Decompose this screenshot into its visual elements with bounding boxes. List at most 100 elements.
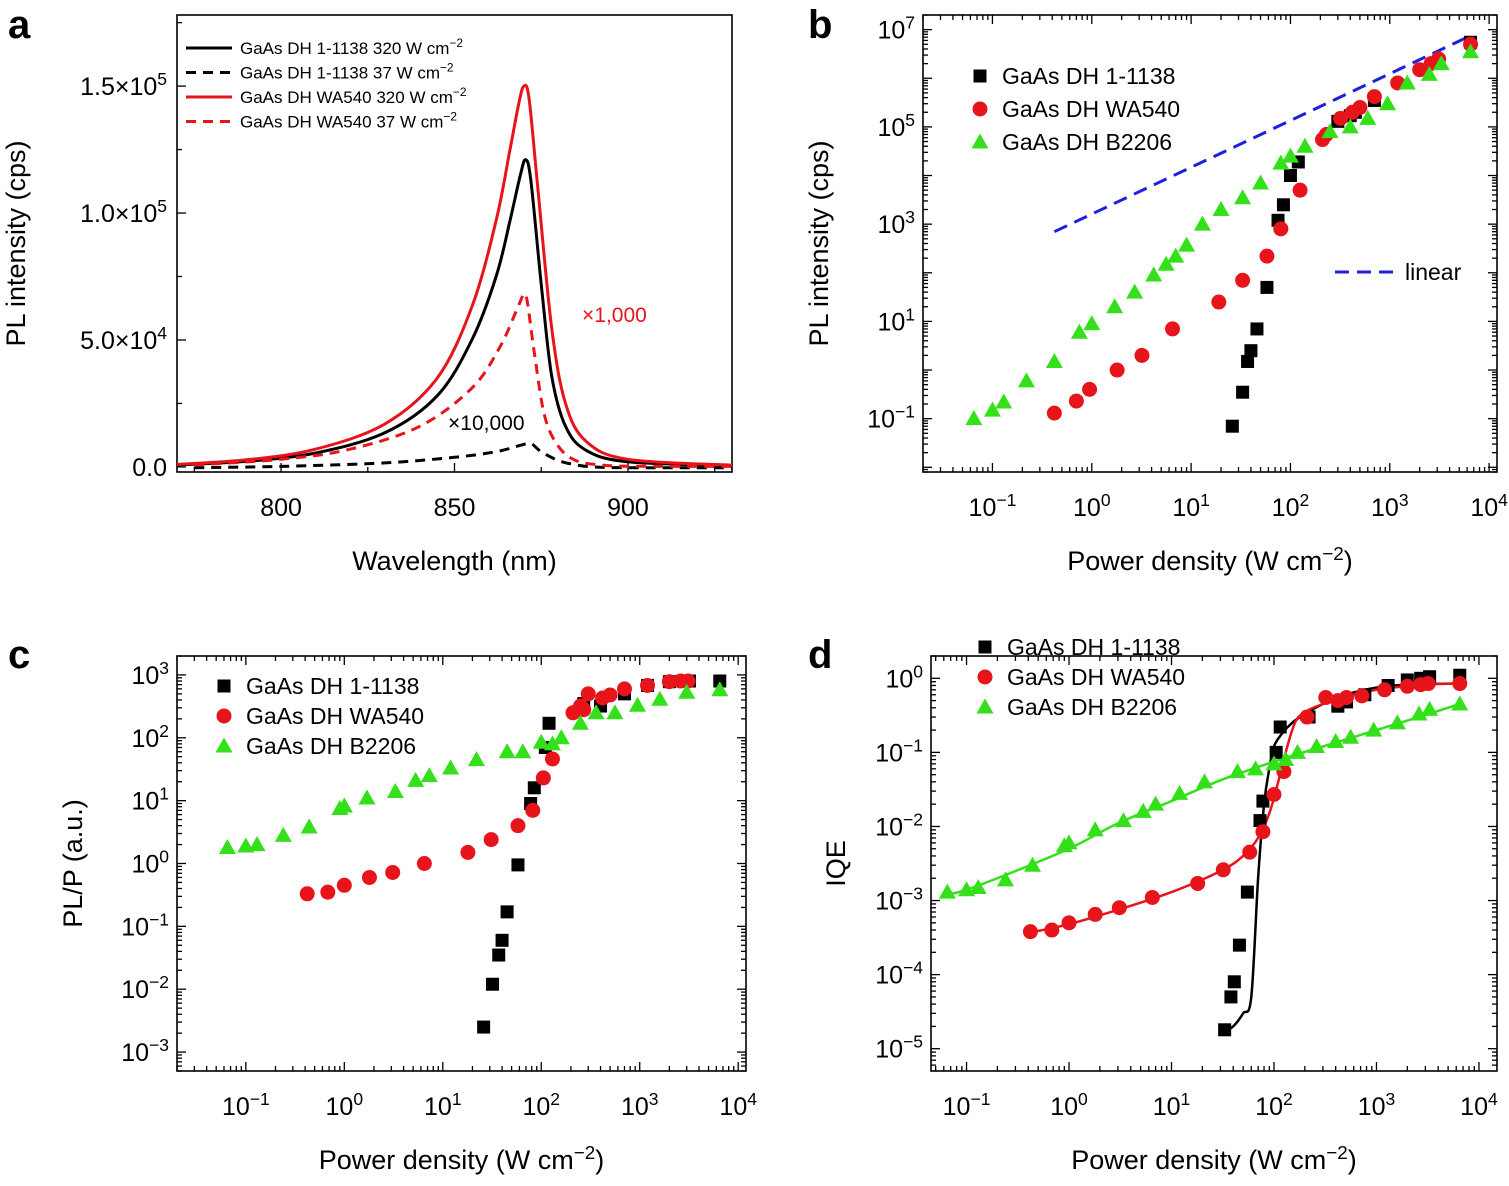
data-point xyxy=(1272,154,1290,170)
y-tick-label: 10−1 xyxy=(875,735,923,767)
data-point xyxy=(1341,118,1359,134)
data-point xyxy=(300,818,318,834)
legend-label: GaAs DH 1-1138 xyxy=(1007,634,1180,660)
data-point xyxy=(713,674,727,688)
data-point xyxy=(1111,900,1127,916)
data-point xyxy=(571,714,589,730)
data-point xyxy=(477,1020,491,1034)
fit-line xyxy=(947,702,1461,896)
data-point xyxy=(1211,294,1227,310)
data-point xyxy=(1255,824,1271,840)
plot-frame xyxy=(930,655,1498,1072)
data-point xyxy=(1045,352,1063,368)
y-tick-label: 10−3 xyxy=(121,1035,169,1067)
y-axis-label: IQE xyxy=(821,840,851,887)
data-point xyxy=(997,871,1015,887)
x-tick-label: 102 xyxy=(1255,1089,1293,1121)
y-tick-label: 102 xyxy=(131,721,169,753)
legend-label: GaAs DH 1-1138 xyxy=(1002,63,1175,89)
data-point xyxy=(1157,255,1175,271)
data-point xyxy=(335,797,353,813)
panel-letter: a xyxy=(8,3,31,47)
data-point xyxy=(661,674,677,690)
data-point xyxy=(1167,247,1185,263)
x-tick-label: 100 xyxy=(1050,1089,1088,1121)
legend-marker xyxy=(972,101,988,117)
legend-label: GaAs DH WA540 xyxy=(1007,664,1185,690)
data-point xyxy=(1273,720,1287,734)
annotation-x1000: ×1,000 xyxy=(582,304,647,327)
data-point xyxy=(407,771,425,787)
legend-label: GaAs DH 1-1138 320 W cm−2 xyxy=(240,36,463,58)
x-tick-label: 103 xyxy=(621,1089,659,1121)
data-point xyxy=(983,401,1001,417)
data-point xyxy=(543,735,561,751)
data-point xyxy=(1068,393,1084,409)
data-point xyxy=(1377,682,1393,698)
data-point xyxy=(1452,676,1468,692)
data-point xyxy=(1420,676,1436,692)
data-point xyxy=(1266,787,1282,803)
y-tick-label: 103 xyxy=(877,207,915,239)
panel-letter: d xyxy=(808,633,832,677)
y-tick-label: 101 xyxy=(131,784,169,816)
y-tick-label: 100 xyxy=(885,661,923,693)
data-point xyxy=(587,704,605,720)
data-point xyxy=(420,767,438,783)
data-point xyxy=(492,948,506,962)
data-point xyxy=(1126,283,1144,299)
data-point xyxy=(483,832,499,848)
annotation-x10000: ×10,000 xyxy=(448,412,525,435)
x-tick-label: 101 xyxy=(424,1089,462,1121)
x-axis-label: Power density (W cm−2) xyxy=(1067,544,1353,577)
panel-a: 800 850 900 0.0 5.0×104 1.0×105 1.5×105 GaAs DH… xyxy=(1,14,733,576)
data-point xyxy=(1242,844,1258,860)
data-point xyxy=(1060,834,1078,850)
data-point xyxy=(467,751,485,767)
y-axis-label: PL intensity (cps) xyxy=(804,140,834,346)
x-tick-label: 101 xyxy=(1153,1089,1191,1121)
data-point xyxy=(1260,280,1274,294)
linear-reference-line xyxy=(1053,34,1472,234)
data-point xyxy=(1087,906,1103,922)
data-point xyxy=(1432,55,1450,71)
data-point xyxy=(544,751,560,767)
data-point xyxy=(1234,189,1252,205)
plot-frame xyxy=(176,14,733,473)
data-point xyxy=(498,743,516,759)
y-tick-label: 5.0×104 xyxy=(80,323,167,355)
legend-marker xyxy=(976,698,994,714)
series-square xyxy=(477,674,727,1034)
data-point xyxy=(1215,862,1231,878)
legend-marker xyxy=(217,679,231,693)
data-point xyxy=(1235,272,1251,288)
data-point xyxy=(1109,362,1125,378)
y-tick-label: 1.0×105 xyxy=(80,196,167,228)
data-point xyxy=(532,733,550,749)
panel-d: 10−1 100 101 102 103 104 10−5 10−4 10−3 10−2 10−1 1… xyxy=(821,634,1498,1175)
data-point xyxy=(1144,889,1160,905)
data-point xyxy=(965,410,983,426)
data-point xyxy=(1171,784,1189,800)
series-triangle xyxy=(965,43,1480,426)
y-tick-label: 100 xyxy=(131,847,169,879)
data-point xyxy=(500,905,514,919)
x-tick-label: 103 xyxy=(1371,490,1409,522)
data-point xyxy=(1318,690,1334,706)
data-point xyxy=(1388,714,1406,730)
data-point xyxy=(495,933,509,947)
data-point xyxy=(1023,856,1041,872)
data-point xyxy=(248,836,266,852)
series-circle xyxy=(1046,36,1479,421)
y-tick-label: 10−4 xyxy=(875,958,923,990)
data-point xyxy=(1283,169,1297,183)
x-axis-label: Power density (W cm−2) xyxy=(319,1143,605,1176)
data-point xyxy=(486,977,500,991)
y-axis-label: PL intensity (cps) xyxy=(1,140,31,346)
data-point xyxy=(1145,266,1163,282)
panel-letter: b xyxy=(808,3,832,47)
data-point xyxy=(218,838,236,854)
data-point xyxy=(576,702,592,718)
data-point xyxy=(938,883,956,899)
